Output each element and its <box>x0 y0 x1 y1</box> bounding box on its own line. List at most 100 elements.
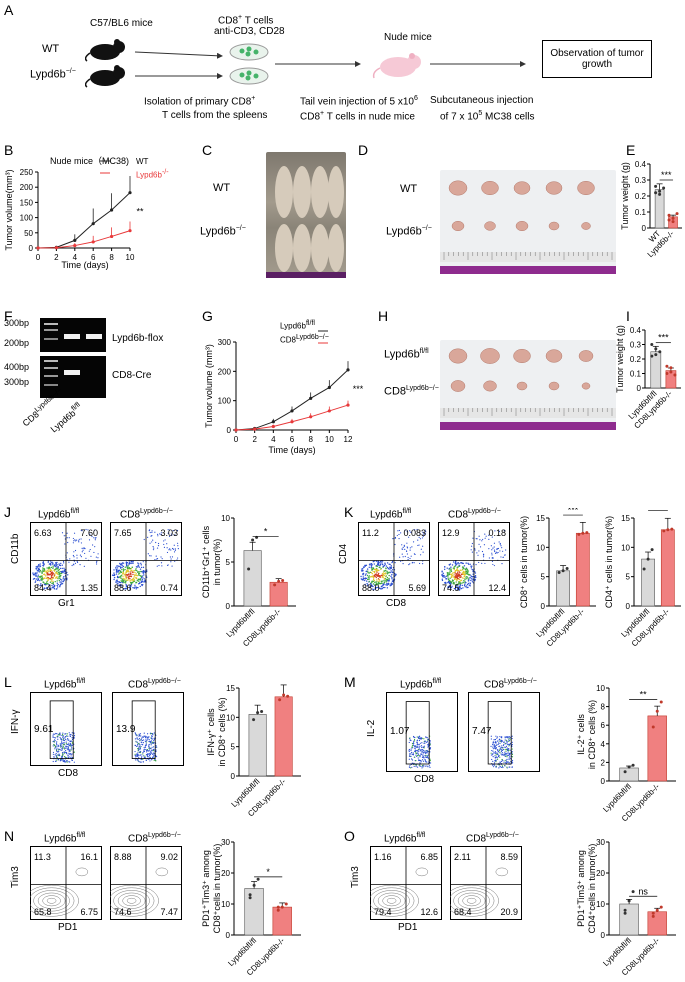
event-dot <box>134 753 136 755</box>
event-dot <box>375 573 378 575</box>
event-dot <box>418 747 420 749</box>
event-dot <box>139 585 141 588</box>
event-dot <box>504 760 506 762</box>
event-dot <box>170 533 172 535</box>
event-dot <box>64 759 66 761</box>
event-dot <box>140 581 143 584</box>
event-dot <box>72 542 74 544</box>
event-dot <box>446 578 448 580</box>
event-dot <box>460 573 463 576</box>
event-dot <box>95 563 98 565</box>
data-point <box>346 403 350 407</box>
event-dot <box>58 754 61 757</box>
event-dot <box>402 563 404 565</box>
band-flox: Lypd6b-flox <box>112 333 164 344</box>
data-point <box>623 770 627 774</box>
event-dot <box>132 561 134 563</box>
event-dot <box>471 568 473 571</box>
event-dot <box>418 536 420 538</box>
contour-line <box>370 887 415 915</box>
event-dot <box>148 529 151 531</box>
x-axis-label: CD8 <box>58 768 79 779</box>
panel-label: J <box>4 504 11 520</box>
event-dot <box>378 582 380 584</box>
event-dot <box>463 575 465 577</box>
event-dot <box>415 752 417 755</box>
event-dot <box>402 546 404 548</box>
event-dot <box>377 578 380 580</box>
event-dot <box>139 761 141 763</box>
event-dot <box>503 761 505 763</box>
event-dot <box>501 737 503 739</box>
event-dot <box>138 563 140 565</box>
event-dot <box>478 543 480 545</box>
event-dot <box>41 576 43 578</box>
event-dot <box>477 554 479 556</box>
event-dot <box>124 574 126 576</box>
event-dot <box>140 750 142 753</box>
data-point <box>252 718 256 722</box>
event-dot <box>441 578 443 580</box>
event-dot <box>81 547 83 550</box>
event-dot <box>76 554 78 556</box>
event-dot <box>37 570 39 572</box>
event-dot <box>148 744 150 746</box>
y-axis-label: CD8⁺cells in tumor(%) <box>212 844 222 934</box>
event-dot <box>467 580 470 582</box>
event-dot <box>374 573 377 576</box>
event-dot <box>414 750 416 752</box>
event-dot <box>117 583 119 585</box>
y-tick-label: 5 <box>541 573 546 582</box>
event-dot <box>370 571 373 574</box>
contour-line <box>382 895 401 907</box>
event-dot <box>82 549 84 551</box>
event-dot <box>459 576 461 579</box>
event-dot <box>501 563 503 565</box>
data-point <box>290 409 294 413</box>
event-dot <box>150 555 152 557</box>
event-dot <box>47 578 50 580</box>
event-dot <box>493 764 496 766</box>
event-dot <box>382 586 385 589</box>
event-dot <box>495 551 497 553</box>
panel-label: F <box>4 308 13 324</box>
event-dot <box>447 581 449 584</box>
event-dot <box>79 564 81 566</box>
event-dot <box>454 572 456 574</box>
panel-label: A <box>4 2 14 18</box>
data-point <box>73 238 77 242</box>
event-dot <box>45 582 48 584</box>
event-dot <box>426 752 428 754</box>
plot-title: CD8Lypd6b−/− <box>128 832 181 845</box>
data-point <box>251 538 255 542</box>
event-dot <box>362 566 365 568</box>
event-dot <box>502 744 505 747</box>
event-dot <box>471 576 473 578</box>
event-dot <box>375 570 377 572</box>
event-dot <box>157 535 159 537</box>
event-dot <box>136 574 139 577</box>
x-tick-label: 6 <box>91 253 96 262</box>
event-dot <box>418 544 420 546</box>
event-dot <box>121 568 123 571</box>
event-dot <box>421 562 424 565</box>
subq-text-1: Subcutaneous injection <box>430 95 534 106</box>
event-dot <box>415 746 417 748</box>
event-dot <box>124 582 127 584</box>
event-dot <box>123 581 125 584</box>
event-dot <box>419 554 422 556</box>
event-dot <box>61 564 63 566</box>
contour-line <box>466 897 477 904</box>
event-dot <box>118 581 120 583</box>
event-dot <box>50 564 52 566</box>
tumor <box>451 220 465 232</box>
event-dot <box>129 567 132 570</box>
event-dot <box>66 746 68 748</box>
row-label-wt: WT <box>213 182 231 194</box>
event-dot <box>52 733 54 735</box>
data-point <box>659 700 663 704</box>
event-dot <box>55 753 57 755</box>
data-point <box>658 189 662 193</box>
event-dot <box>382 575 384 577</box>
event-dot <box>50 576 53 578</box>
